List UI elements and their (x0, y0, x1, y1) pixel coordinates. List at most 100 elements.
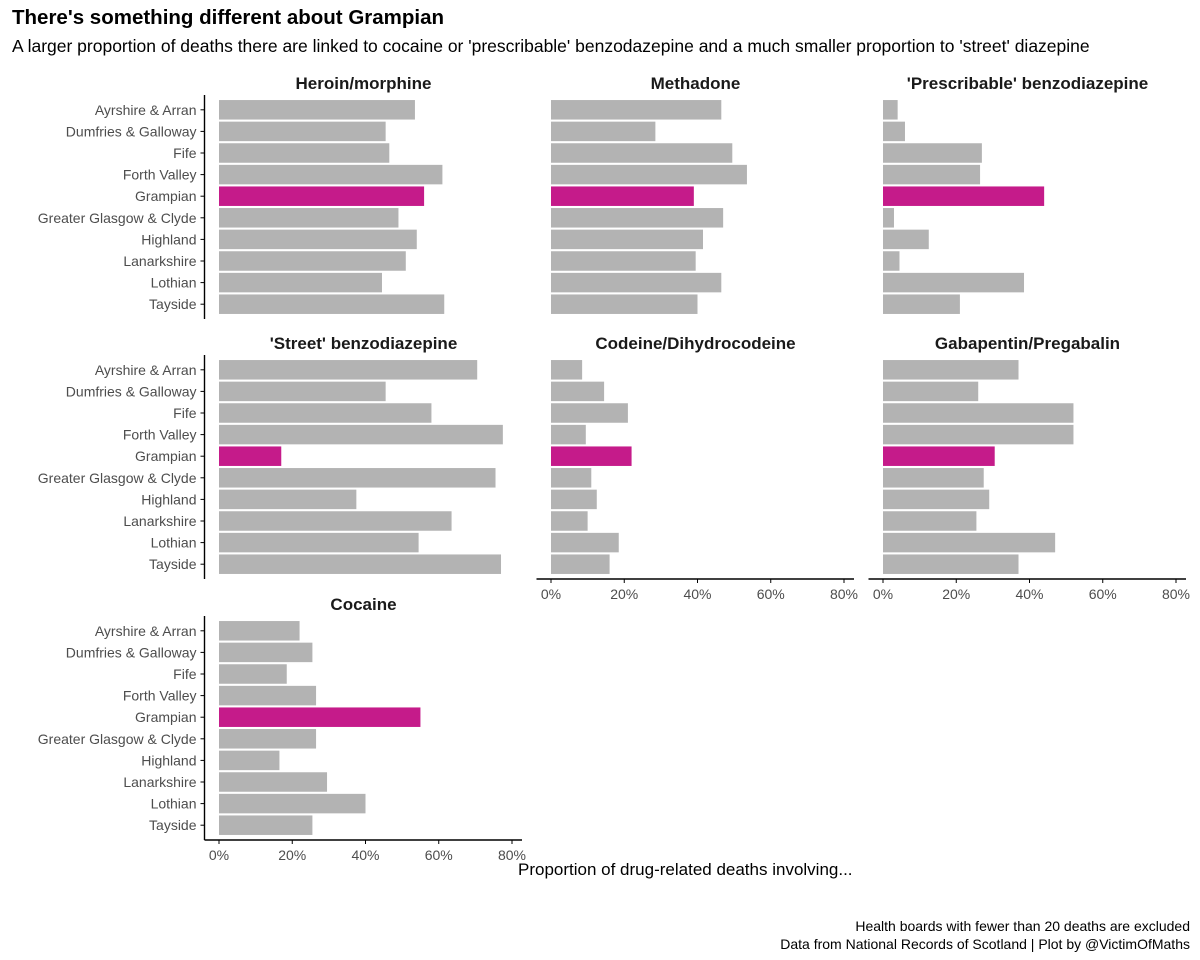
bar-methadone-tayside (551, 294, 698, 314)
y-tick-label-street-benzodiazepine-greater-glasgow-clyde: Greater Glasgow & Clyde (38, 470, 197, 486)
bar-codeine-dihydrocodeine-forth-valley (551, 424, 586, 445)
y-tick-label-cocaine-tayside: Tayside (149, 817, 197, 833)
bar-gabapentin-pregabalin-highland (883, 489, 990, 510)
y-tick-label-street-benzodiazepine-forth-valley: Forth Valley (123, 427, 197, 443)
bar-street-benzodiazepine-grampian (219, 446, 282, 466)
x-tick-label-codeine-dihydrocodeine-1: 20% (610, 586, 638, 602)
y-tick-label-heroin-morphine-ayrshire-arran: Ayrshire & Arran (95, 102, 197, 118)
bar-cocaine-lanarkshire (219, 772, 328, 792)
bar-codeine-dihydrocodeine-fife (551, 403, 628, 423)
y-tick-label-street-benzodiazepine-ayrshire-arran: Ayrshire & Arran (95, 362, 197, 378)
bar-codeine-dihydrocodeine-greater-glasgow-clyde (551, 468, 592, 488)
bar-heroin-morphine-tayside (219, 294, 445, 314)
bar-codeine-dihydrocodeine-highland (551, 489, 597, 510)
x-tick-label-codeine-dihydrocodeine-3: 60% (757, 586, 785, 602)
y-tick-label-street-benzodiazepine-lanarkshire: Lanarkshire (123, 513, 196, 529)
bar-street-benzodiazepine-highland (219, 489, 357, 510)
bar-street-benzodiazepine-fife (219, 403, 432, 423)
y-tick-label-heroin-morphine-lothian: Lothian (151, 275, 197, 291)
bar-gabapentin-pregabalin-tayside (883, 554, 1019, 574)
bar-methadone-grampian (551, 186, 694, 206)
bar-prescribable-benzodiazepine-dumfries-galloway (883, 121, 905, 142)
bar-cocaine-lothian (219, 793, 366, 814)
x-tick-label-gabapentin-pregabalin-1: 20% (942, 586, 970, 602)
bar-prescribable-benzodiazepine-highland (883, 229, 929, 250)
bar-cocaine-highland (219, 750, 280, 771)
bar-codeine-dihydrocodeine-dumfries-galloway (551, 381, 605, 402)
bar-prescribable-benzodiazepine-forth-valley (883, 164, 981, 185)
bar-codeine-dihydrocodeine-ayrshire-arran (551, 360, 583, 380)
panel-title-prescribable-benzodiazepine: 'Prescribable' benzodiazepine (907, 74, 1148, 93)
bar-prescribable-benzodiazepine-lothian (883, 272, 1025, 293)
x-tick-label-codeine-dihydrocodeine-0: 0% (541, 586, 561, 602)
bar-gabapentin-pregabalin-dumfries-galloway (883, 381, 979, 402)
bar-gabapentin-pregabalin-lothian (883, 532, 1056, 553)
bar-street-benzodiazepine-tayside (219, 554, 502, 574)
bar-heroin-morphine-ayrshire-arran (219, 100, 415, 120)
y-tick-label-street-benzodiazepine-grampian: Grampian (135, 448, 196, 464)
bar-heroin-morphine-dumfries-galloway (219, 121, 386, 142)
bar-methadone-forth-valley (551, 164, 747, 185)
y-tick-label-street-benzodiazepine-lothian: Lothian (151, 535, 197, 551)
bar-heroin-morphine-lothian (219, 272, 382, 293)
bar-street-benzodiazepine-greater-glasgow-clyde (219, 468, 496, 488)
bar-gabapentin-pregabalin-ayrshire-arran (883, 360, 1019, 380)
bar-heroin-morphine-highland (219, 229, 417, 250)
caption-source: Data from National Records of Scotland |… (780, 936, 1190, 952)
bar-prescribable-benzodiazepine-tayside (883, 294, 960, 314)
bar-codeine-dihydrocodeine-lothian (551, 532, 619, 553)
panel-title-street-benzodiazepine: 'Street' benzodiazepine (270, 334, 458, 353)
caption-exclusion-note: Health boards with fewer than 20 deaths … (855, 918, 1190, 934)
x-tick-label-gabapentin-pregabalin-4: 80% (1162, 586, 1190, 602)
bar-street-benzodiazepine-ayrshire-arran (219, 360, 478, 380)
bar-prescribable-benzodiazepine-fife (883, 143, 982, 163)
bar-methadone-lothian (551, 272, 722, 293)
y-tick-label-heroin-morphine-greater-glasgow-clyde: Greater Glasgow & Clyde (38, 210, 197, 226)
bar-codeine-dihydrocodeine-lanarkshire (551, 511, 588, 531)
bar-gabapentin-pregabalin-lanarkshire (883, 511, 977, 531)
y-tick-label-cocaine-dumfries-galloway: Dumfries & Galloway (66, 644, 197, 660)
bar-methadone-fife (551, 143, 733, 163)
panel-title-methadone: Methadone (651, 74, 741, 93)
y-tick-label-heroin-morphine-tayside: Tayside (149, 296, 197, 312)
bar-cocaine-greater-glasgow-clyde (219, 729, 317, 749)
y-tick-label-street-benzodiazepine-tayside: Tayside (149, 556, 197, 572)
bar-street-benzodiazepine-lothian (219, 532, 419, 553)
chart-subtitle: A larger proportion of deaths there are … (12, 36, 1090, 56)
x-tick-label-gabapentin-pregabalin-3: 60% (1089, 586, 1117, 602)
bar-methadone-greater-glasgow-clyde (551, 208, 724, 228)
bar-gabapentin-pregabalin-greater-glasgow-clyde (883, 468, 984, 488)
bar-street-benzodiazepine-lanarkshire (219, 511, 452, 531)
bar-gabapentin-pregabalin-forth-valley (883, 424, 1074, 445)
x-tick-label-cocaine-2: 40% (351, 847, 379, 863)
bar-methadone-lanarkshire (551, 251, 696, 271)
y-tick-label-cocaine-forth-valley: Forth Valley (123, 688, 197, 704)
panel-title-heroin-morphine: Heroin/morphine (295, 74, 431, 93)
bar-heroin-morphine-grampian (219, 186, 425, 206)
bar-methadone-ayrshire-arran (551, 100, 722, 120)
panel-title-cocaine: Cocaine (330, 595, 396, 614)
x-tick-label-gabapentin-pregabalin-0: 0% (873, 586, 893, 602)
x-tick-label-cocaine-1: 20% (278, 847, 306, 863)
bar-cocaine-tayside (219, 815, 313, 835)
bar-cocaine-ayrshire-arran (219, 621, 300, 641)
y-tick-label-heroin-morphine-highland: Highland (141, 231, 196, 247)
y-tick-label-street-benzodiazepine-dumfries-galloway: Dumfries & Galloway (66, 383, 197, 399)
bar-heroin-morphine-fife (219, 143, 390, 163)
y-tick-label-cocaine-grampian: Grampian (135, 709, 196, 725)
x-tick-label-codeine-dihydrocodeine-2: 40% (683, 586, 711, 602)
y-tick-label-cocaine-greater-glasgow-clyde: Greater Glasgow & Clyde (38, 731, 197, 747)
x-tick-label-cocaine-0: 0% (209, 847, 229, 863)
x-tick-label-cocaine-3: 60% (425, 847, 453, 863)
panel-title-gabapentin-pregabalin: Gabapentin/Pregabalin (935, 334, 1120, 353)
x-tick-label-gabapentin-pregabalin-2: 40% (1015, 586, 1043, 602)
x-tick-label-codeine-dihydrocodeine-4: 80% (830, 586, 858, 602)
y-tick-label-cocaine-ayrshire-arran: Ayrshire & Arran (95, 623, 197, 639)
bar-gabapentin-pregabalin-fife (883, 403, 1074, 423)
chart-title: There's something different about Grampi… (12, 6, 445, 29)
y-tick-label-heroin-morphine-lanarkshire: Lanarkshire (123, 253, 196, 269)
y-tick-label-street-benzodiazepine-highland: Highland (141, 491, 196, 507)
bar-heroin-morphine-greater-glasgow-clyde (219, 208, 399, 228)
bar-prescribable-benzodiazepine-ayrshire-arran (883, 100, 898, 120)
